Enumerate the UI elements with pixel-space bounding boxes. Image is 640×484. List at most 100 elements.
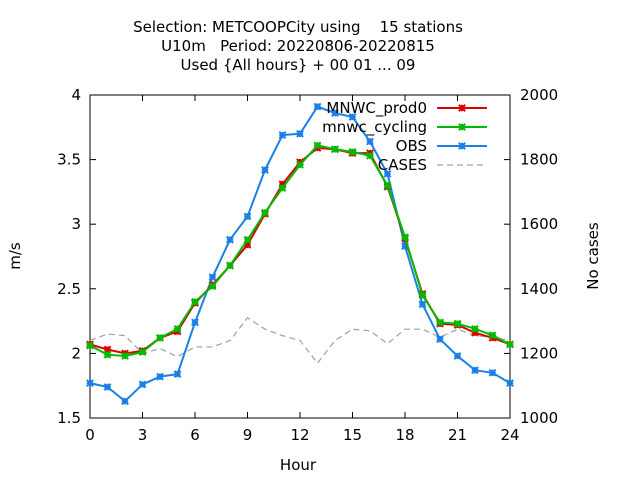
y-tick-label: 2.5 [57,280,81,298]
data-point [366,151,374,160]
x-tick-label: 24 [500,426,519,444]
data-point [313,102,322,111]
data-point [208,282,217,291]
data-point [86,341,94,350]
data-point [471,324,479,333]
data-point [471,328,479,337]
data-point [471,366,479,375]
data-point [121,352,129,360]
x-tick-label: 21 [448,426,467,444]
data-point [243,235,252,244]
y2-tick-label: 2000 [520,86,558,104]
x-tick-label: 0 [85,426,95,444]
data-point [243,240,252,249]
data-point [191,297,199,306]
series-line [89,317,511,365]
data-point [418,300,427,309]
data-point [173,370,182,378]
data-point [383,181,392,190]
data-point [86,379,94,388]
data-point [383,169,392,178]
y-tick-label: 2 [71,344,81,362]
data-point [348,113,357,121]
data-point [278,184,287,192]
series-mnwc_cycling [86,141,514,360]
x-tick-label: 18 [395,426,414,444]
data-point [226,261,234,270]
y2-tick-label: 1400 [520,280,558,298]
data-point [506,340,514,349]
data-point [191,318,199,327]
y2-tick-label: 1000 [520,409,558,427]
x-tick-label: 3 [138,426,148,444]
data-point [436,318,444,327]
title-line: Selection: METCOOPCity using 15 stations [133,18,463,36]
plot-frame [89,94,511,419]
y-tick-label: 3.5 [57,151,81,169]
data-point [278,131,287,139]
data-point [366,137,374,146]
data-point [261,208,269,217]
data-point [103,383,112,391]
y-tick-label: 1.5 [57,409,81,427]
y-tick-label: 3 [71,215,81,233]
data-point [331,145,339,154]
chart-title: Selection: METCOOPCity using 15 stations… [133,18,463,74]
y2-tick-label: 1800 [520,151,558,169]
data-point [331,109,339,117]
legend-label: CASES [378,156,427,174]
x-tick-label: 6 [190,426,200,444]
data-point [296,160,304,169]
data-point [453,319,462,328]
data-point [138,348,147,357]
data-point [401,233,409,242]
y2-tick-label: 1600 [520,215,558,233]
data-point [506,379,514,388]
title-line: U10m Period: 20220806-20220815 [161,37,435,55]
data-point [278,180,287,189]
data-point [103,350,112,359]
data-point [121,397,129,406]
legend-marker [458,142,466,150]
data-point [103,345,112,354]
data-point [348,147,357,156]
data-point [138,380,147,389]
data-point [453,352,462,360]
data-point [173,324,182,333]
data-point [243,212,252,221]
data-point [436,335,444,344]
legend-label: MNWC_prod0 [326,99,427,118]
series-mnwc_prod0 [86,144,514,358]
x-tick-label: 12 [290,426,309,444]
x-axis-label: Hour [280,456,317,474]
plot-area [89,94,511,419]
data-point [488,368,497,377]
series-cases [89,317,511,365]
series-line [89,105,511,403]
legend-marker [458,123,466,131]
series-group [86,102,514,406]
y2-tick-label: 1200 [520,344,558,362]
data-point [226,235,234,244]
x-tick-label: 9 [243,426,253,444]
data-point [156,333,164,342]
data-point [401,242,409,251]
axis-ticks: 0 3 6 9 12 15 18 21 24 1.5 2 2.5 3 3.5 4 1000 1200 1400 16… [57,86,558,444]
data-point [313,141,322,150]
legend-label: OBS [396,137,427,155]
data-point [488,331,497,340]
data-point [296,129,304,138]
legend-label: mnwc_cycling [322,118,427,137]
y-axis-label: m/s [6,242,24,270]
data-point [156,372,164,381]
y-tick-label: 4 [71,86,81,104]
data-point [261,166,269,174]
series-obs [86,102,514,406]
y2-axis-label: No cases [584,222,602,290]
data-point [208,273,217,282]
legend-marker [458,104,466,112]
x-tick-label: 15 [343,426,362,444]
